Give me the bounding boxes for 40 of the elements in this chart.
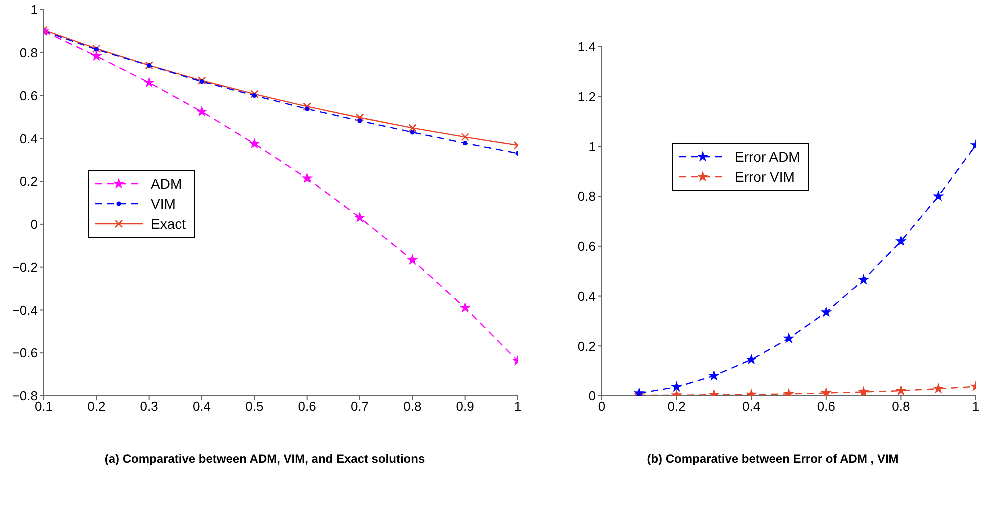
x-tick-label: 0.9 [456, 399, 474, 414]
y-tick-label: 0.6 [20, 88, 38, 104]
x-tick-label: 0.6 [817, 399, 836, 414]
legend-label: Error ADM [735, 149, 800, 165]
legend-label: Error VIM [735, 169, 795, 185]
y-tick-label: 0 [588, 388, 596, 404]
y-tick-label: 0 [30, 217, 38, 232]
y-tick-label: 1 [588, 139, 596, 154]
x-tick-label: 0.1 [34, 399, 54, 414]
y-tick-label: 0.2 [578, 338, 596, 354]
y-tick-label: −0.2 [12, 260, 38, 275]
y-tick-label: 1.4 [578, 40, 596, 55]
legend-label: Exact [151, 216, 186, 232]
legend-label: ADM [151, 176, 182, 192]
y-tick-label: 0.2 [20, 174, 38, 190]
y-tick-label: 1 [30, 2, 38, 18]
x-tick-label: 0.2 [668, 399, 686, 414]
x-tick-label: 0.3 [140, 399, 158, 414]
y-tick-label: 0.8 [20, 46, 38, 61]
x-tick-label: 0.5 [246, 399, 264, 414]
text: (b) Comparative between Error of ADM , VIM [646, 452, 900, 466]
y-tick-label: −0.4 [12, 302, 38, 318]
x-tick-label: 0.8 [404, 399, 422, 414]
x-tick-label: 0.8 [892, 399, 910, 414]
x-tick-label: 0.6 [298, 399, 316, 414]
y-tick-label: 1.2 [578, 89, 596, 104]
x-tick-label: 1 [514, 399, 522, 414]
x-tick-label: 0.2 [88, 399, 106, 414]
x-tick-label: 0.4 [742, 399, 761, 414]
x-tick-label: 0 [598, 399, 606, 414]
x-tick-label: 0.4 [192, 399, 212, 414]
y-tick-label: 0.4 [578, 288, 596, 304]
x-tick-label: 0.7 [350, 399, 370, 414]
x-tick-label: 1 [972, 399, 980, 414]
y-tick-label: −0.6 [12, 346, 38, 361]
text: (a) Comparative between ADM, VIM, and Exact solutions [104, 452, 426, 466]
y-tick-label: 0.6 [578, 239, 596, 254]
legend-label: VIM [151, 196, 176, 212]
y-tick-label: 0.4 [20, 131, 38, 146]
y-tick-label: 0.8 [578, 189, 596, 204]
